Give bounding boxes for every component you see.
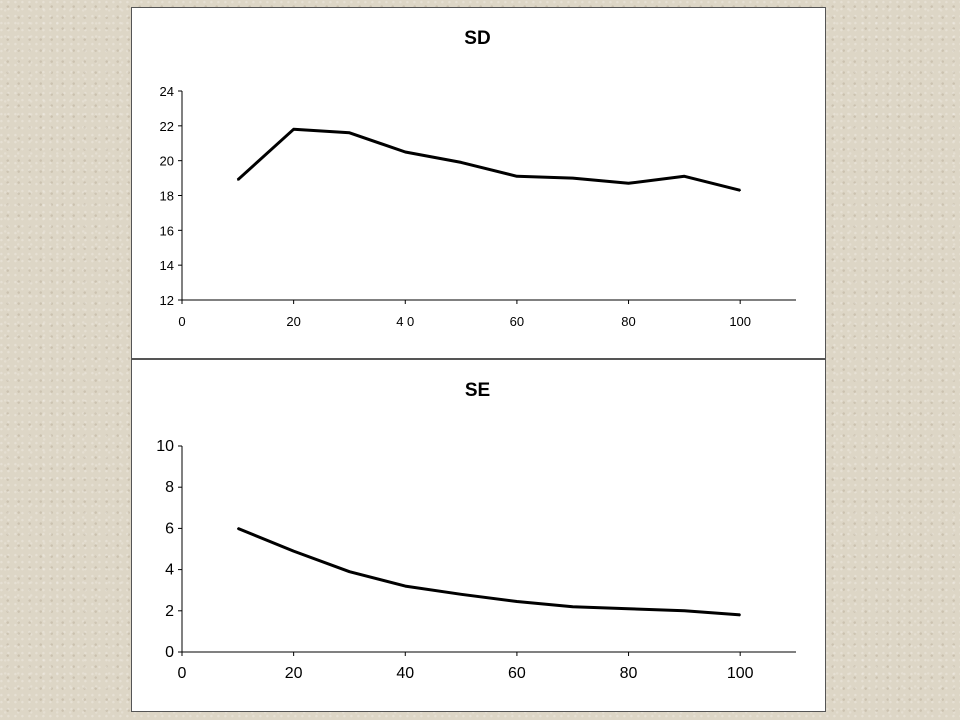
se-chart-panel: SE 0 2 4 6 8 10 0 20 40 60 80 100	[131, 359, 826, 712]
se-data-point	[739, 614, 741, 616]
se-y-tick-label: 10	[156, 438, 174, 455]
sd-data-point	[627, 182, 630, 185]
se-chart-title: SE	[465, 380, 490, 401]
se-data-point	[404, 585, 407, 587]
sd-chart-title: SD	[464, 28, 490, 49]
se-series-line	[237, 527, 741, 617]
sd-x-tick-label: 100	[729, 314, 751, 329]
sd-y-tick-label: 16	[160, 223, 174, 238]
sd-x-tick-label: 80	[621, 314, 635, 329]
se-data-point	[292, 550, 295, 552]
sd-series-line	[236, 127, 741, 192]
sd-y-tick-label: 22	[160, 119, 174, 134]
se-y-tick-label: 8	[165, 479, 174, 496]
se-x-tick-label: 60	[508, 665, 526, 682]
se-data-point	[516, 600, 518, 603]
se-data-point	[460, 593, 462, 596]
se-x-tick-label: 0	[178, 665, 187, 682]
sd-data-point	[516, 175, 518, 178]
se-x-tick-label: 80	[620, 665, 638, 682]
sd-y-tick-label: 24	[160, 84, 174, 99]
sd-data-point	[683, 175, 686, 178]
sd-y-tick-label: 20	[160, 154, 174, 169]
se-data-point	[348, 570, 351, 573]
sd-x-tick-label: 60	[510, 314, 524, 329]
sd-y-tick-label: 14	[160, 258, 174, 273]
se-data-point	[571, 605, 574, 608]
sd-data-point	[404, 151, 407, 153]
sd-data-point	[237, 179, 239, 181]
sd-x-tick-label: 0	[178, 314, 185, 329]
se-x-tick-label: 40	[396, 665, 414, 682]
sd-data-point	[460, 161, 462, 164]
sd-x-tick-label: 4 0	[396, 314, 414, 329]
sd-chart-panel: SD 12 14 16 18 20 22 24 0 20 4 0 60 80 100	[131, 7, 826, 359]
se-x-tick-label: 100	[727, 665, 754, 682]
se-y-tick-label: 6	[165, 520, 174, 537]
se-y-tick-label: 0	[165, 644, 174, 661]
se-data-point	[683, 610, 686, 612]
se-x-tick-label: 20	[285, 665, 303, 682]
sd-x-tick-label: 20	[286, 314, 300, 329]
sd-y-tick-label: 12	[160, 293, 174, 308]
se-data-point	[237, 527, 239, 530]
se-y-tick-label: 2	[165, 603, 174, 620]
sd-data-point	[348, 132, 351, 134]
se-data-point	[627, 607, 630, 610]
sd-data-point	[739, 189, 741, 192]
sd-data-point	[292, 128, 295, 131]
se-y-tick-label: 4	[165, 562, 174, 579]
sd-data-point	[571, 177, 574, 179]
sd-y-tick-label: 18	[160, 189, 174, 204]
